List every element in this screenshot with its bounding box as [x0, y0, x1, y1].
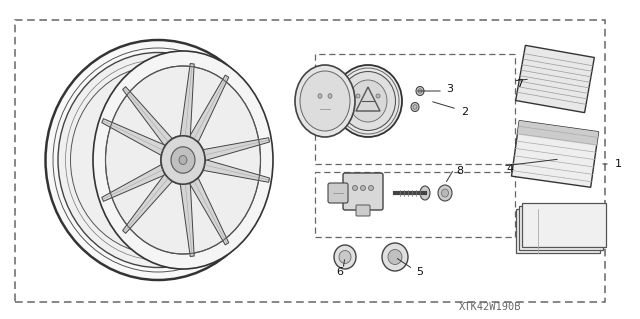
Ellipse shape — [438, 185, 452, 201]
Ellipse shape — [388, 249, 402, 264]
Ellipse shape — [161, 136, 205, 184]
Ellipse shape — [411, 102, 419, 112]
Text: 8: 8 — [456, 166, 463, 176]
FancyBboxPatch shape — [356, 205, 370, 216]
Ellipse shape — [45, 40, 271, 280]
Polygon shape — [516, 209, 600, 253]
Polygon shape — [123, 174, 172, 234]
Bar — [315, 54, 515, 164]
Polygon shape — [189, 75, 228, 142]
Ellipse shape — [106, 66, 260, 254]
Ellipse shape — [171, 147, 195, 173]
Ellipse shape — [93, 51, 273, 269]
Ellipse shape — [334, 65, 402, 137]
Text: 3: 3 — [447, 84, 454, 94]
Ellipse shape — [70, 66, 246, 254]
Ellipse shape — [416, 86, 424, 95]
Polygon shape — [204, 138, 269, 160]
Polygon shape — [180, 63, 194, 137]
Ellipse shape — [376, 94, 380, 98]
Polygon shape — [189, 178, 228, 245]
Ellipse shape — [382, 243, 408, 271]
Polygon shape — [102, 119, 165, 155]
Ellipse shape — [353, 186, 358, 190]
Polygon shape — [204, 160, 269, 182]
Polygon shape — [519, 206, 603, 250]
Polygon shape — [517, 121, 598, 146]
Ellipse shape — [179, 155, 187, 165]
FancyBboxPatch shape — [343, 173, 383, 210]
Text: 6: 6 — [337, 267, 344, 277]
Text: 7: 7 — [516, 79, 524, 89]
Text: 2: 2 — [461, 107, 468, 117]
Polygon shape — [511, 121, 598, 187]
Text: 1: 1 — [614, 159, 621, 169]
Ellipse shape — [418, 89, 422, 93]
Ellipse shape — [295, 65, 355, 137]
Ellipse shape — [171, 147, 195, 173]
Text: 4: 4 — [506, 164, 513, 174]
Ellipse shape — [339, 250, 351, 263]
Bar — [315, 172, 515, 237]
Text: 5: 5 — [417, 267, 424, 277]
Ellipse shape — [442, 189, 449, 197]
Ellipse shape — [413, 105, 417, 109]
Ellipse shape — [161, 136, 205, 184]
Ellipse shape — [334, 245, 356, 269]
Ellipse shape — [420, 186, 430, 200]
Polygon shape — [516, 45, 595, 113]
FancyBboxPatch shape — [328, 183, 348, 203]
Text: XTK42W190B: XTK42W190B — [459, 302, 521, 312]
Polygon shape — [522, 203, 606, 247]
Ellipse shape — [328, 94, 332, 98]
Ellipse shape — [369, 186, 374, 190]
Ellipse shape — [356, 94, 360, 98]
Ellipse shape — [318, 94, 322, 98]
Bar — [15, 20, 605, 302]
Ellipse shape — [360, 186, 365, 190]
Polygon shape — [123, 86, 172, 146]
Ellipse shape — [300, 71, 350, 131]
Ellipse shape — [349, 80, 387, 122]
Polygon shape — [102, 165, 165, 201]
Ellipse shape — [58, 53, 258, 268]
Polygon shape — [180, 183, 194, 256]
Ellipse shape — [340, 71, 396, 130]
